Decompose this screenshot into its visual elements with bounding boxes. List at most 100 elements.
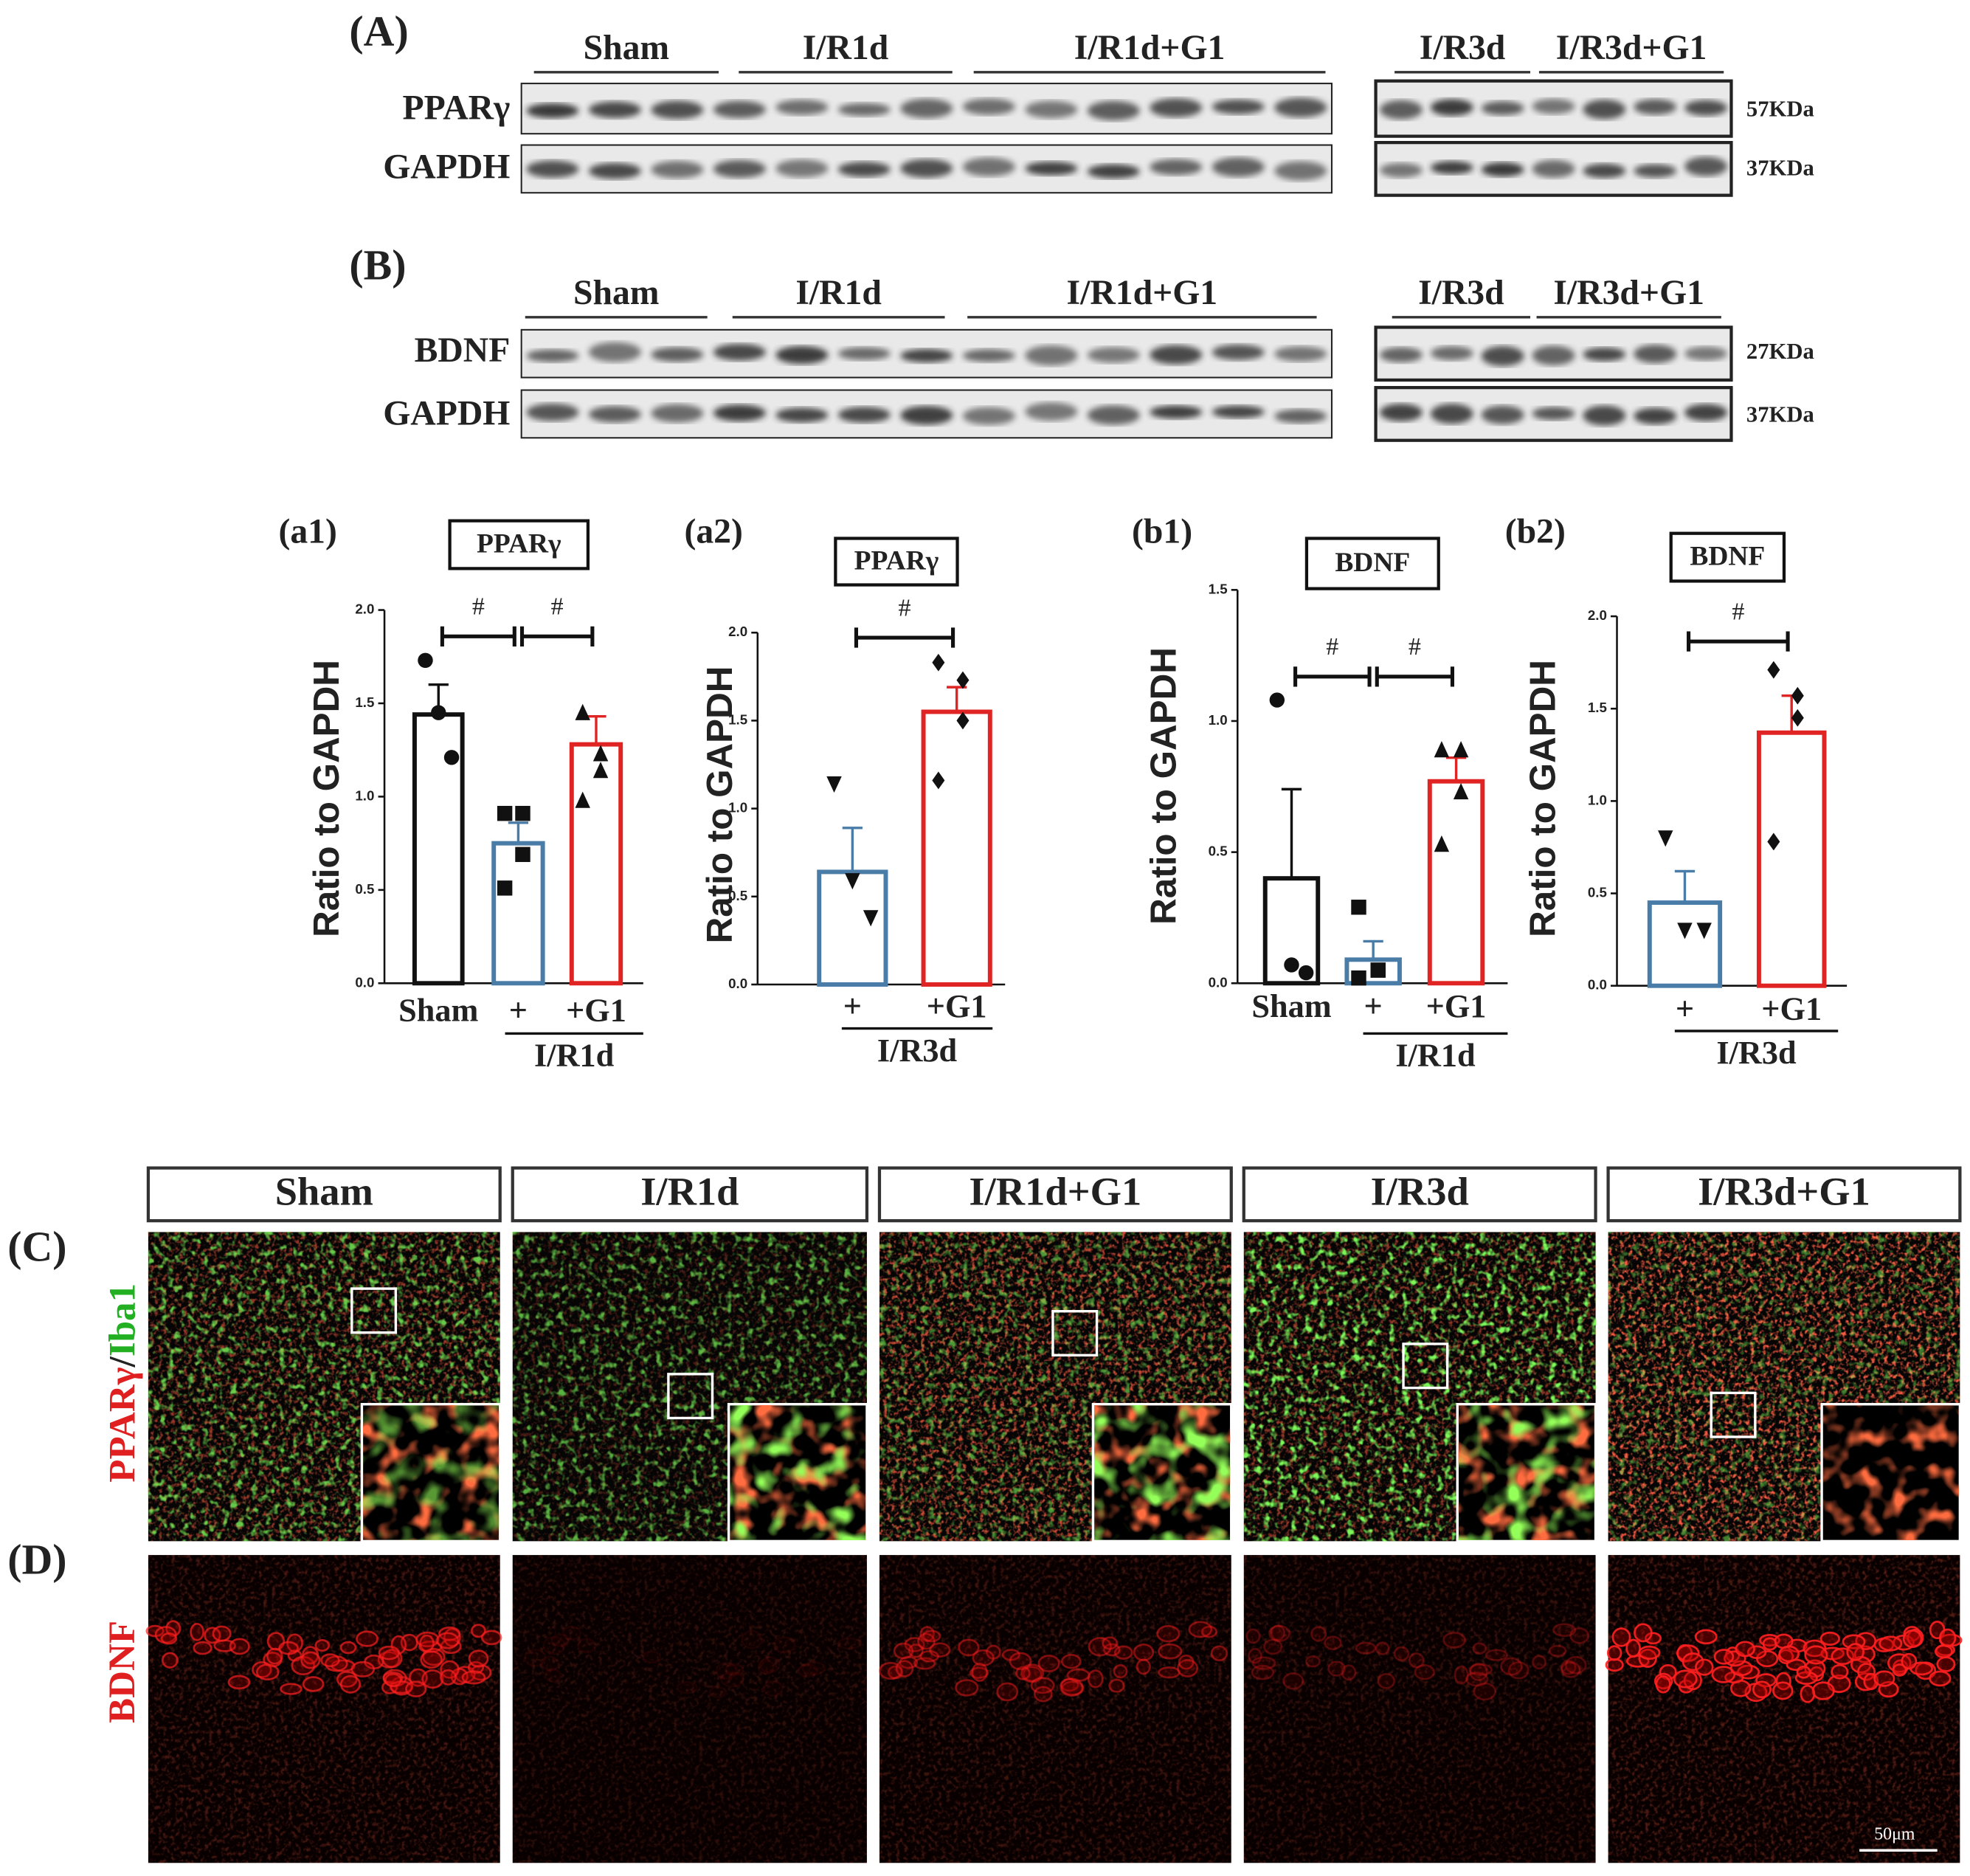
neuron bbox=[161, 1652, 179, 1669]
chart-title: PPARγ bbox=[477, 528, 561, 559]
significance-label: # bbox=[1326, 633, 1338, 661]
neuron bbox=[278, 1641, 299, 1655]
neuron bbox=[958, 1638, 980, 1657]
data-point bbox=[497, 805, 513, 821]
significance-label: # bbox=[1732, 598, 1744, 625]
blot-band bbox=[526, 160, 579, 178]
neuron bbox=[1532, 1655, 1546, 1670]
blot-row-label: BDNF bbox=[415, 331, 511, 370]
blot-band bbox=[1430, 99, 1473, 116]
neuron bbox=[1341, 1664, 1357, 1681]
neuron bbox=[1245, 1628, 1261, 1644]
significance-label: # bbox=[1409, 633, 1421, 661]
neuron bbox=[461, 1670, 486, 1685]
blot-band bbox=[1212, 405, 1265, 418]
neuron bbox=[1020, 1663, 1045, 1683]
data-point bbox=[497, 880, 513, 896]
blot-band bbox=[1684, 404, 1727, 421]
neuron bbox=[1485, 1649, 1509, 1661]
data-point bbox=[1453, 741, 1469, 758]
x-tick-label: Sham bbox=[398, 992, 478, 1028]
blot-band bbox=[1274, 346, 1327, 362]
significance-bracket bbox=[1375, 666, 1454, 687]
blot-band bbox=[1430, 161, 1473, 175]
blot-band bbox=[1481, 101, 1524, 116]
significance-label: # bbox=[899, 594, 911, 621]
neuron bbox=[542, 1635, 566, 1655]
band-size: 27KDa bbox=[1746, 339, 1814, 364]
neuron bbox=[1564, 1655, 1587, 1675]
blot-band bbox=[962, 98, 1015, 115]
error-bar bbox=[1363, 939, 1383, 960]
neuron bbox=[314, 1639, 331, 1652]
error-bar bbox=[1281, 787, 1302, 879]
neuron bbox=[1327, 1661, 1346, 1677]
group-label: I/R1d bbox=[534, 1038, 615, 1074]
neuron bbox=[1108, 1678, 1125, 1693]
blot-band bbox=[651, 347, 704, 362]
blot-band bbox=[1583, 163, 1626, 179]
inset-green bbox=[1094, 1405, 1231, 1540]
group-label: Sham bbox=[584, 29, 670, 67]
data-point bbox=[1658, 830, 1673, 847]
title-box bbox=[834, 537, 959, 587]
neuron bbox=[480, 1630, 502, 1646]
neuron bbox=[904, 1637, 925, 1652]
neuron bbox=[320, 1653, 340, 1668]
data-point bbox=[431, 705, 446, 720]
neuron bbox=[741, 1630, 763, 1649]
neuron bbox=[1210, 1645, 1228, 1662]
blot-band bbox=[900, 98, 953, 119]
neuron bbox=[969, 1666, 989, 1679]
y-tick-label: 1.0 bbox=[1588, 792, 1607, 807]
column-header-box bbox=[877, 1166, 1233, 1223]
data-point bbox=[418, 652, 433, 669]
neuron bbox=[1819, 1631, 1840, 1646]
blot-row-label: GAPDH bbox=[383, 394, 510, 432]
neuron bbox=[1408, 1652, 1425, 1669]
neuron bbox=[887, 1665, 904, 1680]
group-label: I/R3d+G1 bbox=[1553, 274, 1704, 312]
column-header: I/R3d+G1 bbox=[1698, 1169, 1870, 1214]
panel-label: (D) bbox=[7, 1535, 66, 1583]
blot-band bbox=[962, 407, 1015, 425]
y-tick-label: 2.0 bbox=[355, 601, 374, 617]
neuron bbox=[1469, 1662, 1488, 1681]
bar bbox=[817, 869, 888, 987]
micrograph-red bbox=[148, 1555, 500, 1863]
neuron bbox=[356, 1630, 379, 1647]
data-point bbox=[592, 762, 609, 779]
blot-band bbox=[1212, 157, 1265, 177]
blot-band bbox=[1430, 404, 1473, 424]
neuron bbox=[1015, 1666, 1031, 1680]
stain-label: PPARγ/Iba1 bbox=[101, 1283, 143, 1483]
y-tick-label: 2.0 bbox=[1588, 607, 1607, 623]
x-tick-label: + bbox=[1364, 988, 1383, 1024]
neuron bbox=[1673, 1669, 1698, 1689]
neuron bbox=[1304, 1655, 1321, 1668]
neuron bbox=[1713, 1649, 1735, 1665]
data-point bbox=[1791, 708, 1804, 727]
neuron bbox=[229, 1638, 250, 1655]
micrograph-red bbox=[1608, 1555, 1960, 1863]
micrograph-red bbox=[879, 1555, 1231, 1863]
blot-band bbox=[651, 100, 704, 120]
column-header-box bbox=[511, 1166, 869, 1223]
neuron bbox=[1414, 1664, 1435, 1680]
blot-band bbox=[1150, 98, 1203, 117]
neuron bbox=[1873, 1670, 1895, 1687]
neuron bbox=[1625, 1638, 1641, 1658]
blot-band bbox=[1684, 156, 1727, 176]
neuron bbox=[763, 1680, 784, 1697]
neuron bbox=[798, 1663, 818, 1677]
neuron bbox=[955, 1679, 979, 1697]
data-point bbox=[515, 846, 530, 863]
roi-box bbox=[350, 1287, 398, 1334]
neuron bbox=[1778, 1645, 1800, 1663]
neuron bbox=[1746, 1645, 1767, 1660]
group-label: I/R1d+G1 bbox=[1074, 29, 1226, 67]
blot-band bbox=[837, 407, 891, 423]
x-tick-label: + bbox=[1676, 991, 1694, 1027]
x-tick-label: + bbox=[509, 992, 528, 1028]
data-point bbox=[1269, 692, 1285, 708]
